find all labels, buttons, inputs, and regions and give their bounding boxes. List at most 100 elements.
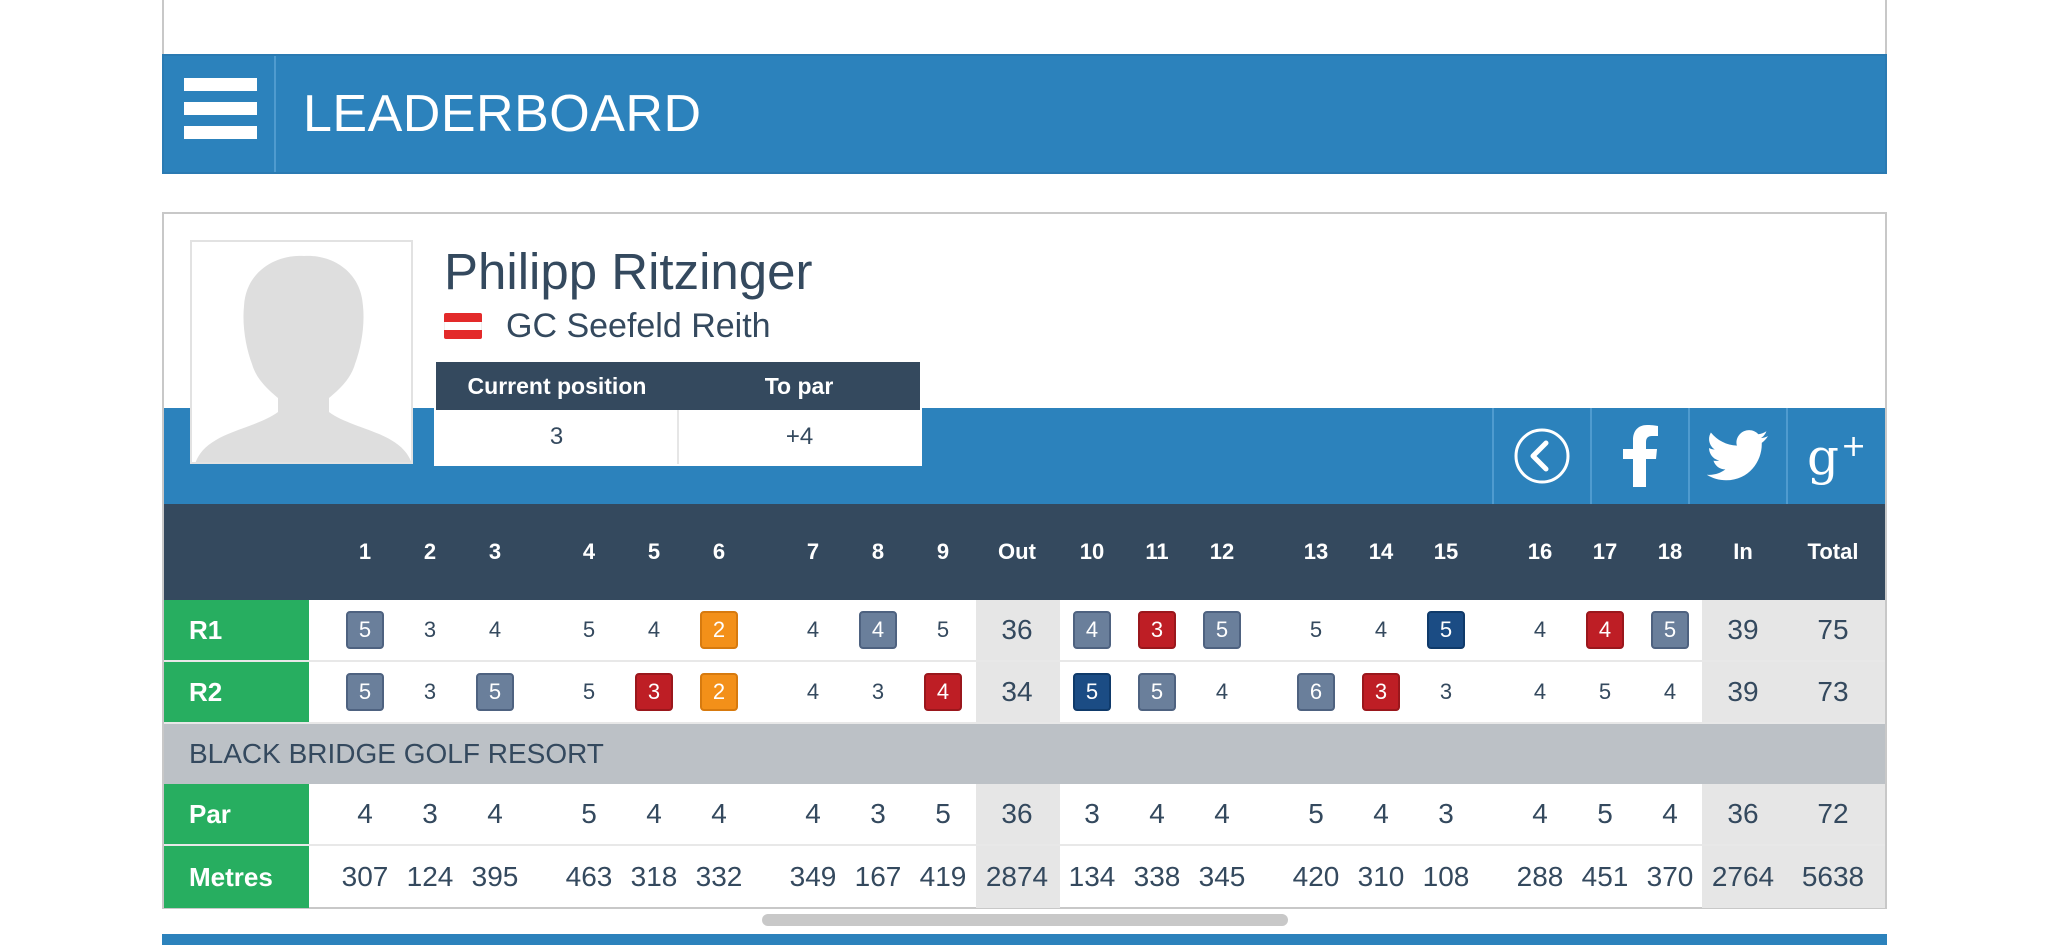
score-bogey-marker: 6 xyxy=(1297,673,1335,711)
score-cell: 5 xyxy=(1414,600,1478,660)
score-birdie-marker: 4 xyxy=(924,673,962,711)
score-bogey-marker: 5 xyxy=(1138,673,1176,711)
score-cell: 5 xyxy=(463,662,527,722)
score-cell: 5 xyxy=(1638,600,1702,660)
score-cell: 134 xyxy=(1068,861,1116,892)
score-cell: 5638 xyxy=(1801,861,1865,892)
column-header: 8 xyxy=(871,539,885,564)
score-cell: 5 xyxy=(935,798,951,829)
page-frame xyxy=(162,0,1887,54)
score-cell: 4 xyxy=(846,600,910,660)
score-cell: 4 xyxy=(1214,798,1230,829)
score-cell: 167 xyxy=(854,861,902,892)
column-header: 11 xyxy=(1145,539,1169,564)
column-header: 14 xyxy=(1368,539,1394,564)
score-cell: 4 xyxy=(1149,798,1165,829)
next-section-bar xyxy=(162,934,1887,945)
score-cell: 36 xyxy=(1727,798,1759,829)
score-cell: 36 xyxy=(1001,614,1033,645)
score-cell: 36 xyxy=(1001,798,1033,829)
summary-cell-bg xyxy=(1702,600,1784,660)
score-bogey-marker: 4 xyxy=(1073,611,1111,649)
person-silhouette-icon xyxy=(195,255,411,462)
twitter-button[interactable] xyxy=(1688,408,1786,504)
score-cell: 3 xyxy=(1084,798,1100,829)
score-bogey-marker: 5 xyxy=(346,673,384,711)
score-cell: 4 xyxy=(646,798,662,829)
score-cell: 2874 xyxy=(985,861,1049,892)
to-par-value: +4 xyxy=(785,423,814,450)
to-par-header: To par xyxy=(764,372,834,399)
score-cell: 5 xyxy=(1309,617,1323,642)
score-cell: 4 xyxy=(1533,617,1547,642)
score-cell: 5 xyxy=(582,679,596,704)
score-cell: 3 xyxy=(1439,679,1453,704)
score-cell: 310 xyxy=(1357,861,1405,892)
column-header: 12 xyxy=(1209,539,1235,564)
google-plus-button[interactable]: g + xyxy=(1786,408,1885,504)
score-cell: 75 xyxy=(1817,614,1849,645)
score-cell: 5 xyxy=(936,617,950,642)
score-cell: 5 xyxy=(1597,798,1613,829)
summary-cell-bg xyxy=(1702,662,1784,722)
summary-cell-bg xyxy=(976,662,1060,722)
column-header: In xyxy=(1733,539,1753,564)
svg-text:+: + xyxy=(1841,429,1866,464)
score-cell: 345 xyxy=(1198,861,1246,892)
score-cell: 5 xyxy=(333,600,397,660)
score-cell: 5 xyxy=(1125,662,1189,722)
menu-button[interactable] xyxy=(164,56,276,172)
facebook-button[interactable] xyxy=(1590,408,1688,504)
score-cell: 2 xyxy=(687,600,751,660)
back-button[interactable] xyxy=(1492,408,1590,504)
score-cell: 3 xyxy=(1349,662,1413,722)
score-bogey-marker: 5 xyxy=(476,673,514,711)
score-cell: 3 xyxy=(622,662,686,722)
position-header: Current position xyxy=(467,372,647,399)
score-cell: 419 xyxy=(919,861,967,892)
column-header: 4 xyxy=(582,539,596,564)
score-cell: 4 xyxy=(1662,798,1678,829)
score-cell: 463 xyxy=(565,861,613,892)
score-cell: 4 xyxy=(1373,798,1389,829)
score-cell: 3 xyxy=(871,679,885,704)
google-plus-icon: g + xyxy=(1807,428,1866,486)
score-cell: 4 xyxy=(711,798,727,829)
score-cell: 3 xyxy=(422,798,438,829)
summary-cell-bg xyxy=(1784,662,1885,722)
round-label: R1 xyxy=(164,600,309,660)
score-cell: 108 xyxy=(1422,861,1470,892)
summary-cell-bg xyxy=(1784,784,1885,844)
club-row: GC Seefeld Reith xyxy=(444,306,771,346)
score-cell: 5 xyxy=(1060,662,1124,722)
score-cell: 4 xyxy=(1060,600,1124,660)
page-title: LEADERBOARD xyxy=(303,85,702,143)
score-cell: 370 xyxy=(1646,861,1694,892)
score-cell: 5 xyxy=(582,617,596,642)
column-header: 18 xyxy=(1657,539,1683,564)
summary-cell-bg xyxy=(1784,600,1885,660)
score-cell: 73 xyxy=(1817,676,1849,707)
score-cell: 4 xyxy=(1573,600,1637,660)
score-bogey-marker: 5 xyxy=(1203,611,1241,649)
column-header: 1 xyxy=(358,539,372,564)
score-eagle-marker: 2 xyxy=(700,673,738,711)
metres-label: Metres xyxy=(164,846,309,908)
score-cell: 39 xyxy=(1727,614,1759,645)
score-birdie-marker: 3 xyxy=(1362,673,1400,711)
score-cell: 5 xyxy=(581,798,597,829)
score-cell: 6 xyxy=(1284,662,1348,722)
player-card: Philipp Ritzinger GC Seefeld Reith Curre… xyxy=(162,212,1887,909)
score-cell: 4 xyxy=(806,679,820,704)
column-header: 17 xyxy=(1592,539,1618,564)
score-birdie-marker: 3 xyxy=(635,673,673,711)
score-cell: 288 xyxy=(1516,861,1564,892)
score-dbl-marker: 5 xyxy=(1073,673,1111,711)
back-icon xyxy=(1514,428,1570,484)
top-bar: LEADERBOARD xyxy=(162,54,1887,174)
score-cell: 3 xyxy=(1438,798,1454,829)
column-header: 9 xyxy=(936,539,950,564)
player-name: Philipp Ritzinger xyxy=(444,243,813,300)
score-cell: 318 xyxy=(630,861,678,892)
horizontal-scrollbar[interactable] xyxy=(762,914,1288,926)
